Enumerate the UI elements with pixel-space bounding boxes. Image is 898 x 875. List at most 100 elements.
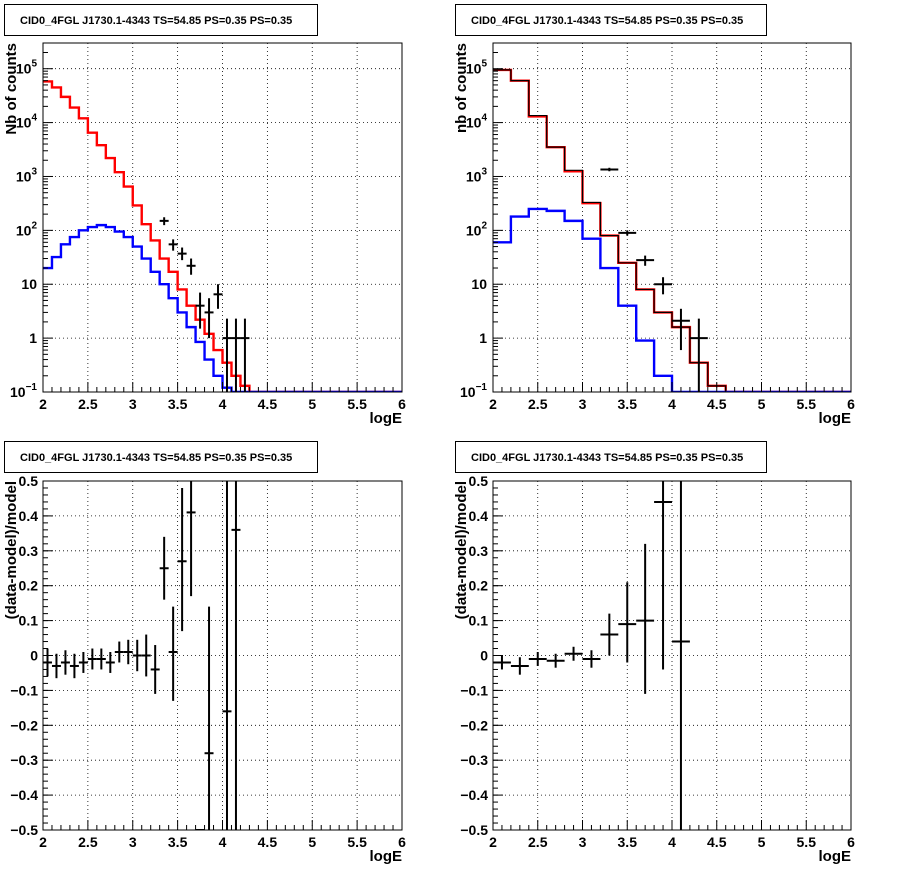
data-layer (493, 68, 851, 392)
data-point (618, 582, 637, 663)
data-point (636, 255, 655, 266)
data-point (78, 652, 88, 673)
data-layer (493, 481, 690, 830)
data-point (204, 298, 214, 339)
data-point (582, 650, 601, 668)
x-tick-label: 4.5 (258, 396, 278, 412)
y-tick-label: 0 (30, 648, 38, 664)
data-point (177, 487, 187, 632)
data-point (240, 318, 250, 392)
chart-title-box (4, 4, 318, 36)
data-point (528, 652, 547, 666)
chart-panel-3: CID0_4FGL J1730.1-4343 TS=54.85 PS=0.35 … (3, 441, 406, 865)
x-tick-label: 3.5 (618, 396, 638, 412)
y-tick-label: −0.4 (460, 787, 488, 803)
x-tick-label: 3.5 (618, 834, 638, 850)
x-tick-label: 2.5 (78, 834, 98, 850)
plot-area (43, 43, 402, 392)
y-tick-label: −0.5 (460, 822, 488, 838)
data-point (636, 543, 655, 694)
y-tick-label: −0.1 (460, 682, 488, 698)
x-tick-label: 6 (847, 834, 855, 850)
data-point (654, 277, 672, 295)
y-tick-label: −0.1 (10, 682, 38, 698)
x-tick-label: 5 (308, 396, 316, 412)
x-tick-label: 5.5 (797, 834, 817, 850)
y-tick-label: 105 (16, 59, 38, 77)
y-tick-label: 102 (466, 220, 488, 238)
x-tick-label: 4 (668, 396, 676, 412)
chart-title-box (455, 4, 767, 36)
data-points-series-1 (43, 481, 241, 830)
plot-area (43, 481, 402, 830)
data-point (105, 652, 115, 673)
y-tick-label: 0.4 (19, 508, 39, 524)
x-tick-label: 6 (398, 396, 406, 412)
data-point (150, 645, 160, 694)
y-tick-label: 1 (29, 330, 37, 346)
x-axis-label: logE (819, 848, 852, 865)
chart-panel-2: CID0_4FGL J1730.1-4343 TS=54.85 PS=0.35 … (453, 4, 855, 427)
x-tick-label: 2 (489, 834, 497, 850)
data-point (96, 648, 106, 670)
y-tick-label: 105 (466, 59, 488, 77)
x-tick-label: 2 (39, 396, 47, 412)
x-tick-label: 3.5 (168, 396, 188, 412)
y-tick-label: 104 (16, 113, 38, 131)
data-point (168, 239, 178, 251)
chart-title: CID0_4FGL J1730.1-4343 TS=54.85 PS=0.35 … (20, 452, 292, 464)
x-tick-label: 5 (758, 396, 766, 412)
data-point (186, 481, 196, 597)
x-tick-label: 3 (579, 834, 587, 850)
data-point (60, 650, 70, 675)
data-point (123, 639, 133, 665)
x-axis-label: logE (370, 848, 403, 865)
x-tick-label: 5.5 (797, 396, 817, 412)
y-tick-label: 104 (466, 113, 488, 131)
plot-area (493, 481, 851, 830)
y-tick-label: 10 (21, 276, 37, 292)
data-point (177, 247, 187, 261)
data-point (141, 634, 151, 677)
chart-panel-4: CID0_4FGL J1730.1-4343 TS=54.85 PS=0.35 … (453, 441, 855, 865)
data-point (231, 318, 241, 392)
x-tick-label: 5 (758, 834, 766, 850)
x-tick-label: 3 (129, 834, 137, 850)
data-point (114, 641, 124, 663)
y-tick-label: 0.1 (19, 613, 39, 629)
y-tick-label: 0.3 (469, 543, 489, 559)
y-tick-label: 1 (479, 330, 487, 346)
x-tick-label: 2.5 (78, 396, 98, 412)
data-points-series-4 (600, 167, 708, 392)
data-point (600, 613, 619, 656)
x-tick-label: 2.5 (528, 396, 548, 412)
chart-panel-1: CID0_4FGL J1730.1-4343 TS=54.85 PS=0.35 … (3, 4, 406, 427)
y-axis: −0.5 −0.4 −0.3 −0.2 −0.1 0 0.1 0.2 0.3 0.4 0.5(dat… (453, 473, 503, 838)
y-tick-label: 0.3 (19, 543, 39, 559)
x-tick-label: 4.5 (707, 396, 727, 412)
x-tick-label: 3.5 (168, 834, 188, 850)
data-point (510, 657, 529, 675)
x-tick-label: 3 (129, 396, 137, 412)
y-axis-label: nb of counts (453, 43, 470, 133)
y-tick-label: −0.2 (10, 717, 38, 733)
x-tick-label: 5.5 (347, 396, 367, 412)
y-axis-label: Nb of counts (3, 43, 20, 135)
x-tick-label: 4 (219, 396, 227, 412)
chart-title: CID0_4FGL J1730.1-4343 TS=54.85 PS=0.35 … (471, 452, 743, 464)
chart-title-box (4, 441, 318, 473)
y-tick-label: 102 (16, 220, 38, 238)
data-point (51, 653, 61, 679)
data-point (231, 481, 241, 830)
data-point (159, 217, 169, 226)
data-points-series-1 (493, 481, 690, 830)
chart-title: CID0_4FGL J1730.1-4343 TS=54.85 PS=0.35 … (20, 15, 292, 27)
histogram-series-2 (493, 69, 851, 392)
data-point (87, 648, 97, 670)
data-points-series-3 (159, 217, 250, 392)
data-point (672, 481, 690, 830)
y-axis-label: (data-model)/model (3, 481, 20, 619)
